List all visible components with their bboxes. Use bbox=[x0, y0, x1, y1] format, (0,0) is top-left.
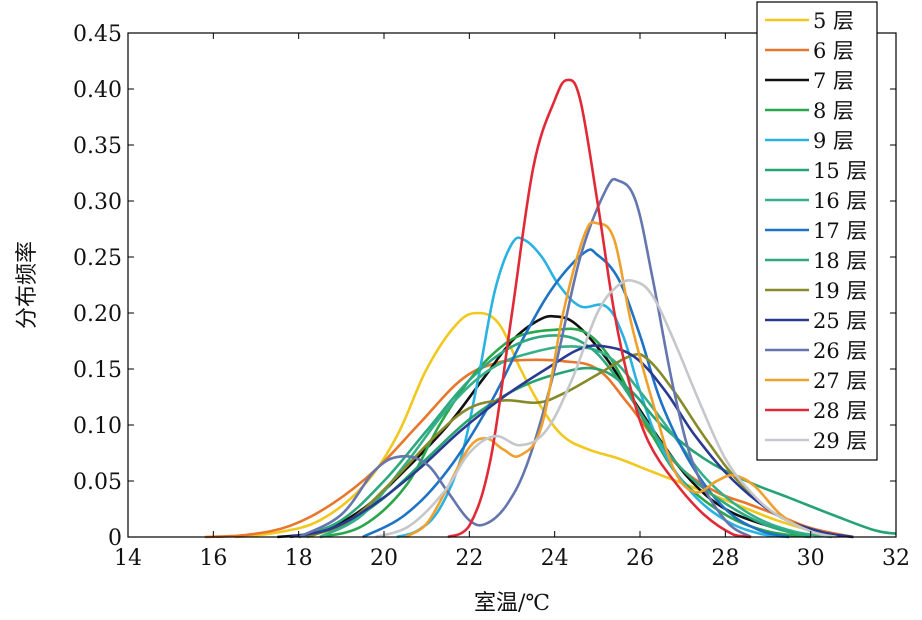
y-tick-label: 0.10 bbox=[73, 414, 122, 439]
x-tick-label: 14 bbox=[114, 546, 142, 571]
y-tick-label: 0.05 bbox=[73, 470, 122, 495]
y-axis-label: 分布频率 bbox=[15, 241, 40, 329]
series-line-12 bbox=[298, 177, 752, 539]
x-tick-label: 22 bbox=[455, 546, 483, 571]
series-line-13 bbox=[404, 220, 837, 539]
legend-entry-label: 7 层 bbox=[813, 69, 854, 93]
series-line-2 bbox=[204, 358, 854, 539]
legend-entry-label: 17 层 bbox=[813, 219, 867, 243]
x-tick-label: 26 bbox=[626, 546, 654, 571]
series-line-4 bbox=[319, 327, 811, 539]
legend-entry-label: 19 层 bbox=[813, 279, 867, 303]
series-line-9 bbox=[298, 334, 812, 539]
legend-entry-label: 15 层 bbox=[813, 159, 867, 183]
x-tick-label: 20 bbox=[370, 546, 398, 571]
legend-entry-label: 18 层 bbox=[813, 249, 867, 273]
series-line-7 bbox=[319, 345, 833, 539]
x-tick-label: 30 bbox=[797, 546, 825, 571]
x-tick-label: 28 bbox=[711, 546, 739, 571]
series-line-10 bbox=[306, 352, 854, 539]
x-tick-label: 24 bbox=[541, 546, 569, 571]
legend-entry-label: 27 层 bbox=[813, 369, 867, 393]
legend-entry-label: 26 层 bbox=[813, 339, 867, 363]
x-tick-label: 16 bbox=[199, 546, 227, 571]
y-tick-label: 0.15 bbox=[73, 358, 122, 383]
legend-entry-label: 8 层 bbox=[813, 99, 854, 123]
legend-entry-label: 6 层 bbox=[813, 39, 854, 63]
y-tick-label: 0.30 bbox=[73, 190, 122, 215]
legend-entry-label: 9 层 bbox=[813, 129, 854, 153]
y-tick-label: 0.40 bbox=[73, 78, 122, 103]
x-tick-label: 32 bbox=[882, 546, 910, 571]
legend-entry-label: 29 层 bbox=[813, 429, 867, 453]
legend: 5 层 6 层 7 层 8 层 9 层 15 层 16 层 17 层 18 层 19 层 25 层 2… bbox=[756, 1, 878, 461]
y-tick-label: 0.20 bbox=[73, 302, 122, 327]
series-lines bbox=[204, 78, 897, 539]
y-tick-label: 0.45 bbox=[73, 22, 122, 47]
legend-entry-label: 5 层 bbox=[813, 9, 854, 33]
y-tick-label: 0.35 bbox=[73, 134, 122, 159]
series-line-14 bbox=[447, 78, 752, 539]
legend-entry-label: 16 层 bbox=[813, 189, 867, 213]
y-tick-label: 0.25 bbox=[73, 246, 122, 271]
x-axis-label: 室温/℃ bbox=[474, 591, 550, 616]
x-tick-label: 18 bbox=[285, 546, 313, 571]
legend-entry-label: 25 层 bbox=[813, 309, 867, 333]
axis-ticks: 14 16 18 20 22 24 26 28 30 32 0 0.05 0.10 0.15 0.20 0.2… bbox=[73, 22, 910, 571]
plot-area-frame bbox=[127, 32, 897, 538]
y-tick-label: 0 bbox=[108, 526, 122, 551]
series-line-11 bbox=[289, 344, 854, 539]
legend-entry-label: 28 层 bbox=[813, 399, 867, 423]
series-line-5 bbox=[396, 236, 790, 539]
series-line-8 bbox=[362, 248, 790, 539]
series-line-15 bbox=[375, 279, 837, 539]
